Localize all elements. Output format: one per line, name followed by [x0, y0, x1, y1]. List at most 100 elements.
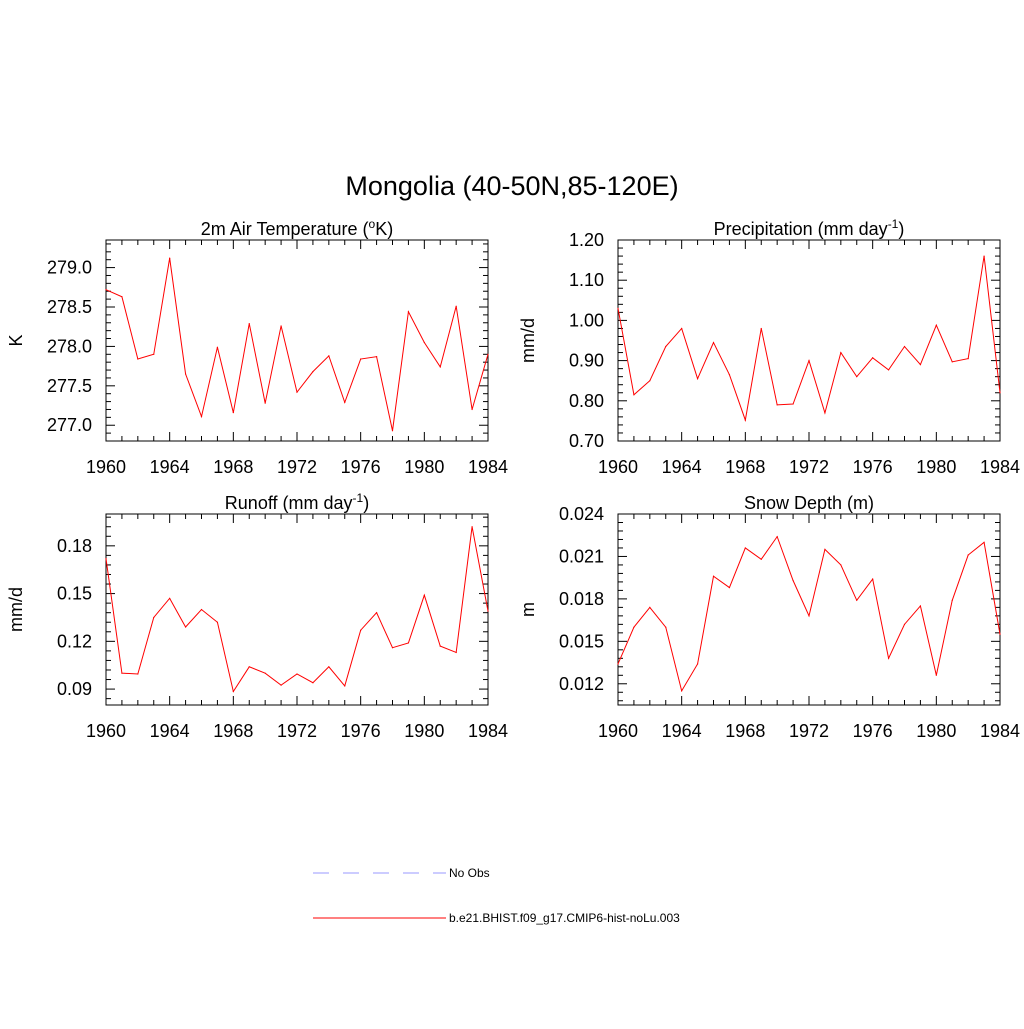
y-tick-label: 0.15: [57, 584, 92, 604]
data-point: [328, 666, 330, 668]
series-line: [105, 258, 489, 431]
data-point: [296, 391, 298, 393]
data-point: [296, 673, 298, 675]
panel-title-tail: ): [363, 493, 369, 513]
y-tick-label: 0.12: [57, 631, 92, 651]
chart-panel-1: 2m Air Temperature (oK) K 1960 1964 1968 1972…: [6, 217, 508, 477]
data-point: [280, 325, 282, 327]
data-point: [407, 311, 410, 313]
panel-title-tail: K): [375, 219, 393, 239]
chart-panel-3: Runoff (mm day-1) mm/d 1960 1964 1968 1972 197…: [6, 491, 508, 741]
y-tick-label: 1.00: [569, 310, 604, 330]
data-point: [248, 666, 250, 668]
panel-title-sup: -1: [888, 217, 899, 231]
data-point: [919, 364, 922, 366]
panel-title-sup: -1: [353, 491, 364, 505]
data-point: [280, 684, 282, 686]
data-point: [999, 392, 1001, 394]
data-point: [665, 345, 667, 348]
data-point: [105, 289, 107, 291]
data-point: [935, 324, 937, 326]
data-point: [248, 322, 250, 325]
data-point: [633, 394, 635, 396]
data-point: [391, 647, 394, 649]
x-tick-label: 1960: [86, 721, 126, 741]
data-point: [328, 355, 330, 357]
data-point: [487, 353, 489, 355]
data-point: [153, 616, 155, 619]
data-point: [375, 356, 378, 358]
y-tick-label: 0.70: [569, 431, 604, 451]
x-tick-label: 1964: [150, 721, 190, 741]
data-point: [808, 360, 810, 362]
x-tick-label: 1984: [468, 457, 508, 477]
y-axis-label: mm/d: [6, 587, 26, 632]
y-axis-label: K: [6, 334, 26, 346]
data-point: [391, 430, 394, 432]
data-point: [951, 361, 953, 363]
data-point: [903, 623, 906, 625]
data-point: [728, 374, 731, 376]
x-tick-label: 1960: [598, 457, 638, 477]
y-tick-label: 0.018: [559, 589, 604, 609]
y-tick-label: 1.10: [569, 270, 604, 290]
x-tick-label: 1980: [916, 457, 956, 477]
panel-title-main: Precipitation (mm day: [714, 219, 888, 239]
chart-panel-2: Precipitation (mm day-1) mm/d 1960 1964 1968…: [518, 217, 1020, 477]
x-tick-label: 1976: [853, 721, 893, 741]
data-point: [216, 621, 219, 623]
x-tick-label: 1968: [725, 721, 765, 741]
data-point: [919, 605, 922, 607]
y-tick-label: 0.80: [569, 391, 604, 411]
data-point: [951, 599, 953, 601]
data-point: [792, 403, 794, 405]
panel-title-tail: ): [898, 219, 904, 239]
panel-title: Snow Depth (m): [744, 493, 874, 513]
y-tick-label: 0.021: [559, 546, 604, 566]
data-point: [439, 645, 441, 647]
data-point: [887, 657, 890, 659]
y-axis-label: m: [518, 602, 538, 617]
y-tick-label: 0.90: [569, 351, 604, 371]
data-point: [344, 685, 346, 687]
y-tick-label: 277.0: [47, 415, 92, 435]
data-point: [344, 401, 346, 403]
data-point: [617, 307, 619, 309]
x-tick-label: 1980: [404, 457, 444, 477]
x-tick-label: 1984: [980, 457, 1020, 477]
data-point: [712, 341, 715, 344]
data-point: [423, 594, 425, 596]
y-tick-label: 277.5: [47, 376, 92, 396]
series-line: [617, 256, 1001, 423]
y-tick-label: 278.0: [47, 336, 92, 356]
x-tick-label: 1976: [341, 721, 381, 741]
data-point: [840, 351, 842, 354]
data-point: [137, 673, 139, 675]
data-point: [712, 575, 715, 577]
data-point: [312, 682, 314, 684]
y-tick-label: 279.0: [47, 258, 92, 278]
y-axis-label: mm/d: [518, 318, 538, 363]
data-point: [760, 327, 762, 330]
legend-label: b.e21.BHIST.f09_g17.CMIP6-hist-noLu.003: [449, 911, 680, 925]
data-point: [681, 690, 683, 692]
data-point: [856, 599, 858, 601]
data-point: [439, 366, 441, 368]
x-tick-label: 1960: [598, 721, 638, 741]
y-tick-label: 0.012: [559, 674, 604, 694]
data-point: [744, 547, 746, 549]
panel-title-main: Runoff (mm day: [225, 493, 353, 513]
plot-frame: [105, 513, 489, 706]
data-point: [407, 642, 410, 644]
data-point: [983, 255, 985, 257]
data-point: [665, 626, 667, 628]
x-tick-label: 1984: [980, 721, 1020, 741]
x-tick-label: 1980: [916, 721, 956, 741]
data-point: [633, 626, 635, 628]
data-point: [455, 651, 457, 654]
data-point: [153, 353, 155, 355]
panel-title-main: Snow Depth (m): [744, 493, 874, 513]
data-point: [760, 558, 762, 560]
